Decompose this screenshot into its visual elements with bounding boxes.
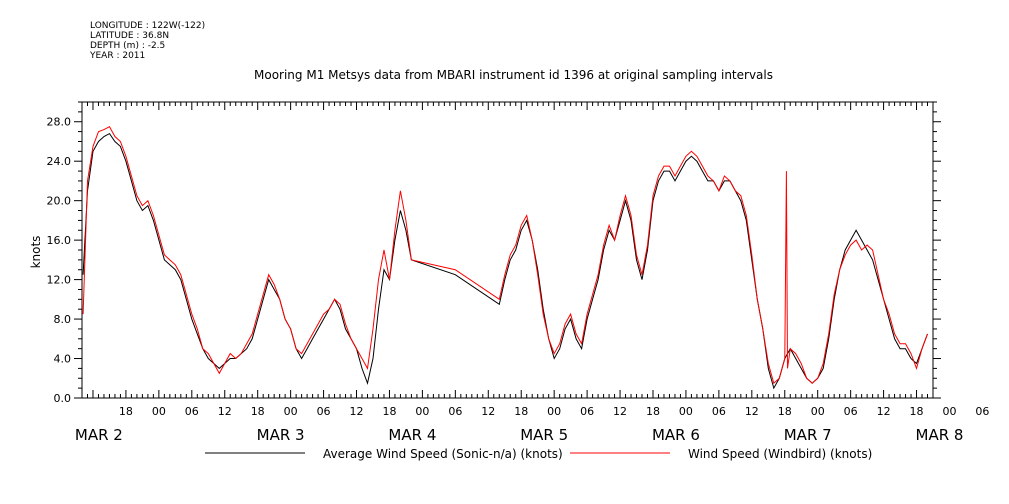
longitude-label: LONGITUDE : 122W(-122) <box>90 21 206 31</box>
x-tick-label: 06 <box>975 405 989 418</box>
x-tick-labels: 18 00 06 12 18 00 06 12 18 00 06 12 18 00 06 12 18 00 06 12… <box>119 405 1009 418</box>
depth-label: DEPTH (m) : -2.5 <box>90 41 166 51</box>
x-tick-label: 00 <box>811 405 825 418</box>
x-tick-label: 06 <box>580 405 594 418</box>
x-tick-label: 12 <box>350 405 364 418</box>
x-tick-label: 00 <box>547 405 561 418</box>
day-label: MAR 2 <box>75 426 123 444</box>
day-label: MAR 7 <box>784 426 832 444</box>
x-tick-label: 00 <box>284 405 298 418</box>
legend-label-average: Average Wind Speed (Sonic-n/a) (knots) <box>323 447 563 461</box>
y-tick-label: 8.0 <box>54 313 72 326</box>
series-line-average-wind-speed <box>82 132 928 390</box>
y-tick-label: 16.0 <box>47 234 72 247</box>
y-tick-labels: 0.0 4.0 8.0 12.0 16.0 20.0 24.0 28.0 <box>47 116 72 405</box>
x-tick-label: 12 <box>481 405 495 418</box>
x-tick-label: 18 <box>910 405 924 418</box>
x-tick-label: 18 <box>119 405 133 418</box>
x-tick-label: 06 <box>317 405 331 418</box>
x-tick-label: 18 <box>382 405 396 418</box>
day-label: MAR 3 <box>257 426 305 444</box>
x-tick-label: 06 <box>448 405 462 418</box>
x-tick-label: 18 <box>778 405 792 418</box>
day-label: MAR 8 <box>916 426 964 444</box>
y-tick-label: 20.0 <box>47 195 72 208</box>
y-tick-label: 0.0 <box>54 392 72 405</box>
plot-frame <box>81 101 934 399</box>
y-axis-label: knots <box>29 236 43 269</box>
x-tick-label: 00 <box>942 405 956 418</box>
y-tick-label: 12.0 <box>47 274 72 287</box>
day-label: MAR 4 <box>388 426 436 444</box>
x-tick-label: 18 <box>646 405 660 418</box>
x-tick-label: 06 <box>185 405 199 418</box>
y-tick-label: 24.0 <box>47 155 72 168</box>
x-tick-label: 18 <box>514 405 528 418</box>
x-tick-label: 06 <box>844 405 858 418</box>
x-tick-label: 12 <box>745 405 759 418</box>
series-lines <box>82 126 928 390</box>
y-tick-label: 4.0 <box>54 353 72 366</box>
x-tick-label: 12 <box>218 405 232 418</box>
series-line-windbird-wind-speed <box>82 126 928 385</box>
year-label: YEAR : 2011 <box>90 51 146 61</box>
x-tick-label: 12 <box>613 405 627 418</box>
x-tick-label: 00 <box>679 405 693 418</box>
legend-label-windbird: Wind Speed (Windbird) (knots) <box>688 447 872 461</box>
day-label: MAR 5 <box>520 426 568 444</box>
axis-ticks <box>74 101 941 399</box>
metadata-block: LONGITUDE : 122W(-122) LATITUDE : 36.8N … <box>90 21 205 61</box>
day-label: MAR 6 <box>652 426 700 444</box>
x-tick-label: 12 <box>877 405 891 418</box>
x-tick-label: 18 <box>251 405 265 418</box>
x-tick-label: 00 <box>152 405 166 418</box>
latitude-label: LATITUDE : 36.8N <box>90 31 170 41</box>
y-tick-label: 28.0 <box>47 116 72 129</box>
chart-title: Mooring M1 Metsys data from MBARI instru… <box>254 68 773 82</box>
x-tick-label: 00 <box>415 405 429 418</box>
x-tick-label: 06 <box>712 405 726 418</box>
